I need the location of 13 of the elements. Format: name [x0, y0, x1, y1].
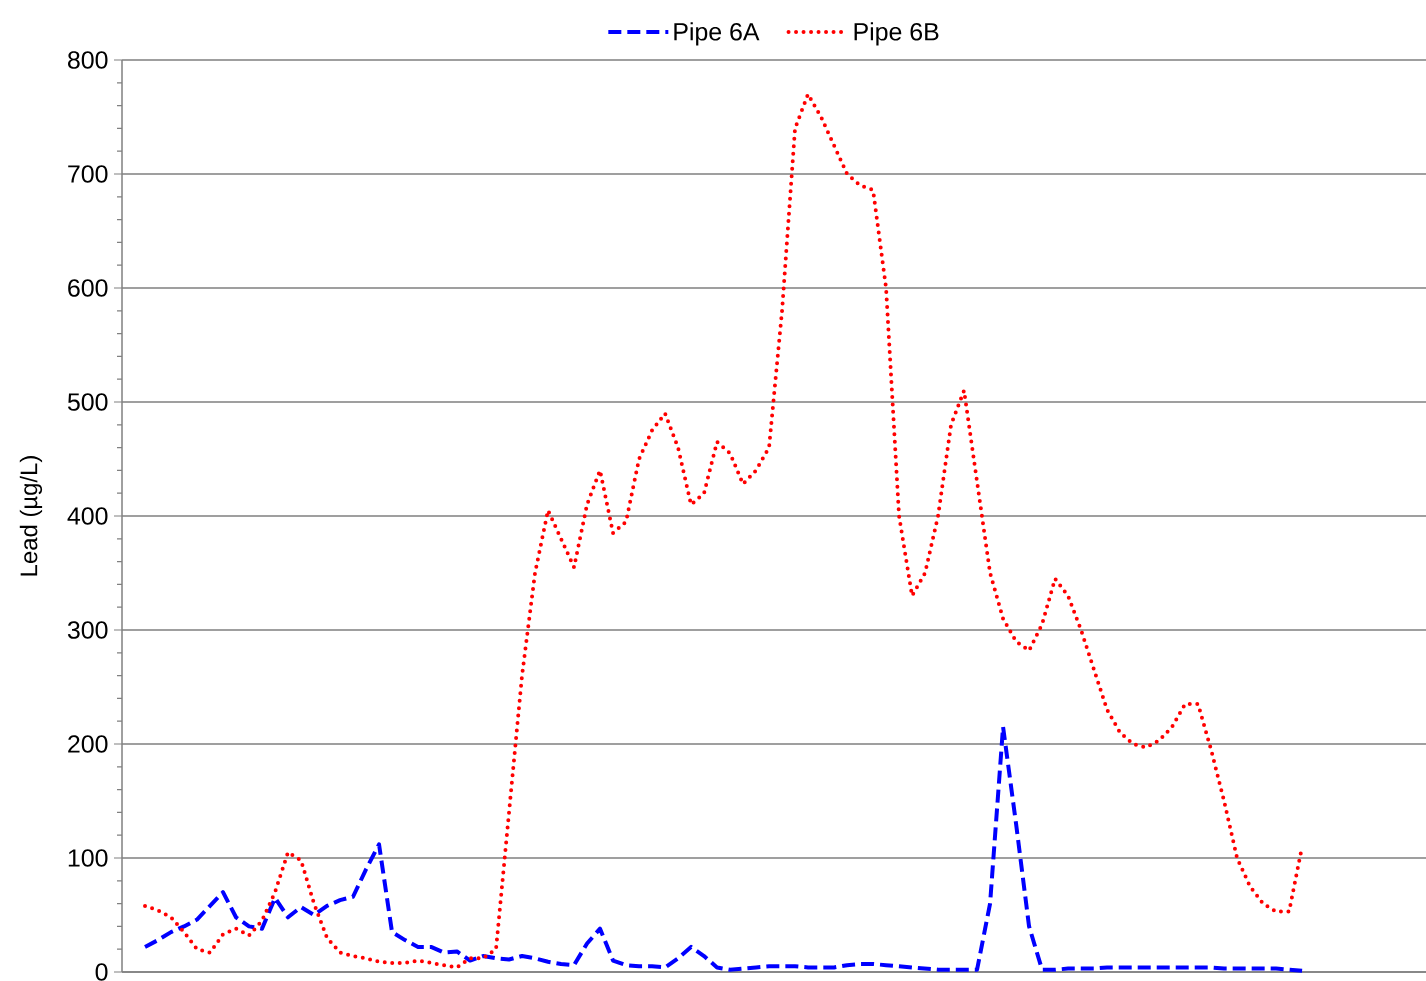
y-tick-label: 700: [68, 165, 108, 183]
y-axis-title: Lead (µg/L): [19, 456, 43, 576]
legend-label: Pipe 6A: [674, 22, 760, 46]
y-tick-label: 0: [95, 963, 108, 981]
legend-label: Pipe 6B: [854, 22, 939, 46]
y-tick-label: 500: [67, 393, 108, 411]
y-tick-label: 200: [68, 735, 108, 753]
y-tick-label: 300: [67, 621, 108, 639]
y-tick-label: 100: [68, 849, 108, 867]
y-tick-label: 800: [68, 51, 108, 69]
line-series: [143, 92, 1305, 970]
y-tick-label: 400: [67, 507, 108, 525]
y-tick-label: 600: [68, 279, 108, 297]
